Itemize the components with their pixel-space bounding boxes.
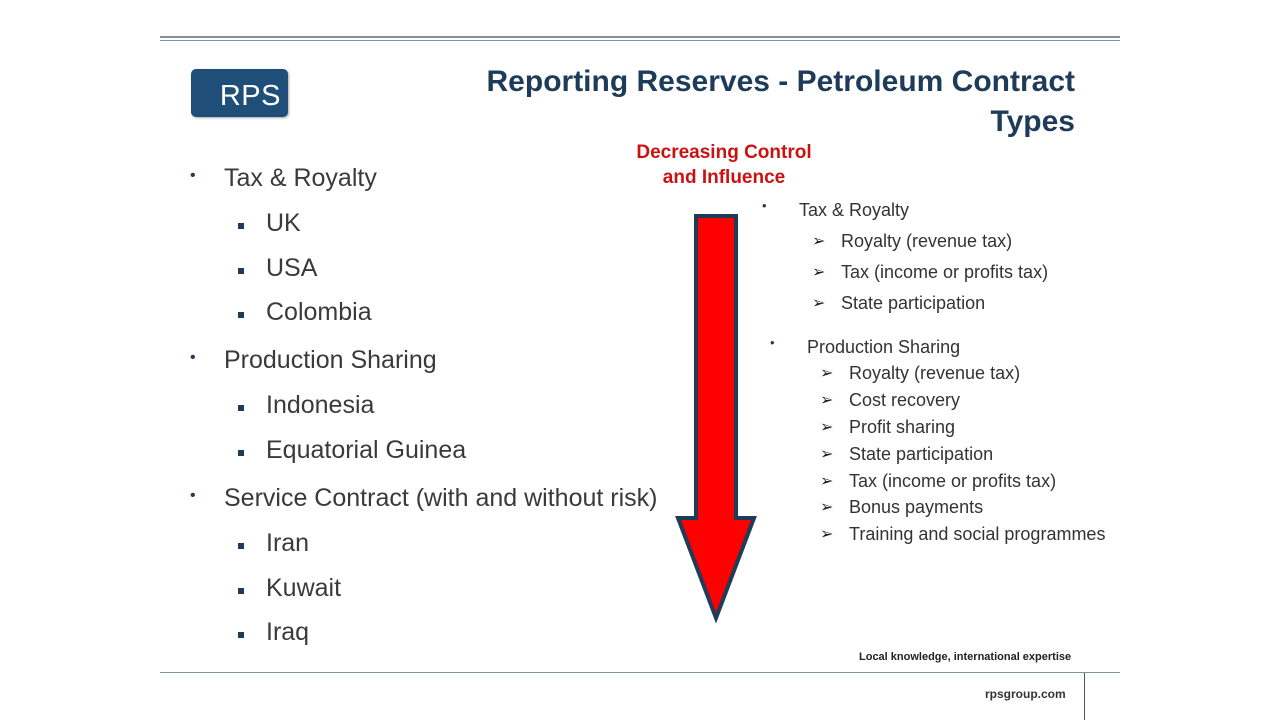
left-item-label: Iran xyxy=(266,529,310,557)
square-bullet-icon xyxy=(238,450,244,456)
arrow-bullet-icon: ➢ xyxy=(820,446,834,463)
right-item-label: State participation xyxy=(841,293,986,313)
arrow-bullet-icon: ➢ xyxy=(820,419,834,436)
bullet-dot-icon: • xyxy=(770,335,775,350)
left-item-label: USA xyxy=(266,254,318,282)
footer-website[interactable]: rpsgroup.com xyxy=(985,687,1066,701)
arrow-bullet-icon: ➢ xyxy=(820,526,834,543)
right-group-label: Production Sharing xyxy=(807,337,961,357)
arrow-bullet-icon: ➢ xyxy=(820,365,834,382)
right-item-label: Royalty (revenue tax) xyxy=(841,231,1013,251)
bullet-dot-icon: • xyxy=(190,487,196,504)
slide-title-line-2: Types xyxy=(990,105,1075,138)
rps-logo: RPS xyxy=(191,69,288,117)
square-bullet-icon xyxy=(238,312,244,318)
arrow-caption: Decreasing Control and Influence xyxy=(600,140,848,190)
right-item-label: Profit sharing xyxy=(849,417,956,437)
right-group-label: Tax & Royalty xyxy=(799,200,910,220)
right-item-label: Cost recovery xyxy=(849,390,961,410)
slide-title-line-1: Reporting Reserves - Petroleum Contract xyxy=(486,65,1075,98)
square-bullet-icon xyxy=(238,268,244,274)
left-item-label: Colombia xyxy=(266,298,372,326)
left-item-label: Iraq xyxy=(266,618,310,646)
header-rule-bottom xyxy=(160,40,1120,41)
arrow-bullet-icon: ➢ xyxy=(812,264,826,281)
footer-tagline: Local knowledge, international expertise xyxy=(859,651,1072,663)
right-item-label: Bonus payments xyxy=(849,497,984,517)
left-group-label: Production Sharing xyxy=(224,346,437,374)
arrow-bullet-icon: ➢ xyxy=(812,233,826,250)
left-group-label: Service Contract (with and without risk) xyxy=(224,484,658,512)
arrow-bullet-icon: ➢ xyxy=(820,473,834,490)
slide-title: Reporting Reserves - Petroleum Contract … xyxy=(375,62,1075,142)
decreasing-control-arrow-icon xyxy=(675,214,757,624)
footer-divider xyxy=(1084,673,1085,720)
square-bullet-icon xyxy=(238,632,244,638)
left-item-label: Equatorial Guinea xyxy=(266,436,467,464)
square-bullet-icon xyxy=(238,405,244,411)
square-bullet-icon xyxy=(238,223,244,229)
right-item-label: Tax (income or profits tax) xyxy=(849,471,1057,491)
left-item-label: Kuwait xyxy=(266,574,342,602)
arrow-caption-line-2: and Influence xyxy=(662,167,786,188)
footer-rule xyxy=(160,672,1120,673)
bullet-dot-icon: • xyxy=(190,167,196,184)
arrow-bullet-icon: ➢ xyxy=(820,499,834,516)
arrow-bullet-icon: ➢ xyxy=(820,392,834,409)
arrow-bullet-icon: ➢ xyxy=(812,295,826,312)
square-bullet-icon xyxy=(238,543,244,549)
bullet-dot-icon: • xyxy=(762,198,767,213)
right-item-label: State participation xyxy=(849,444,994,464)
right-item-label: Royalty (revenue tax) xyxy=(849,363,1021,383)
arrow-caption-line-1: Decreasing Control xyxy=(636,142,812,163)
logo-text: RPS xyxy=(219,80,281,112)
square-bullet-icon xyxy=(238,588,244,594)
left-group-label: Tax & Royalty xyxy=(224,164,377,192)
right-item-label: Training and social programmes xyxy=(849,524,1106,544)
header-rule-top xyxy=(160,36,1120,38)
bullet-dot-icon: • xyxy=(190,349,196,366)
right-item-label: Tax (income or profits tax) xyxy=(841,262,1049,282)
left-item-label: UK xyxy=(266,209,301,237)
left-item-label: Indonesia xyxy=(266,391,375,419)
arrow-shape xyxy=(675,214,757,624)
